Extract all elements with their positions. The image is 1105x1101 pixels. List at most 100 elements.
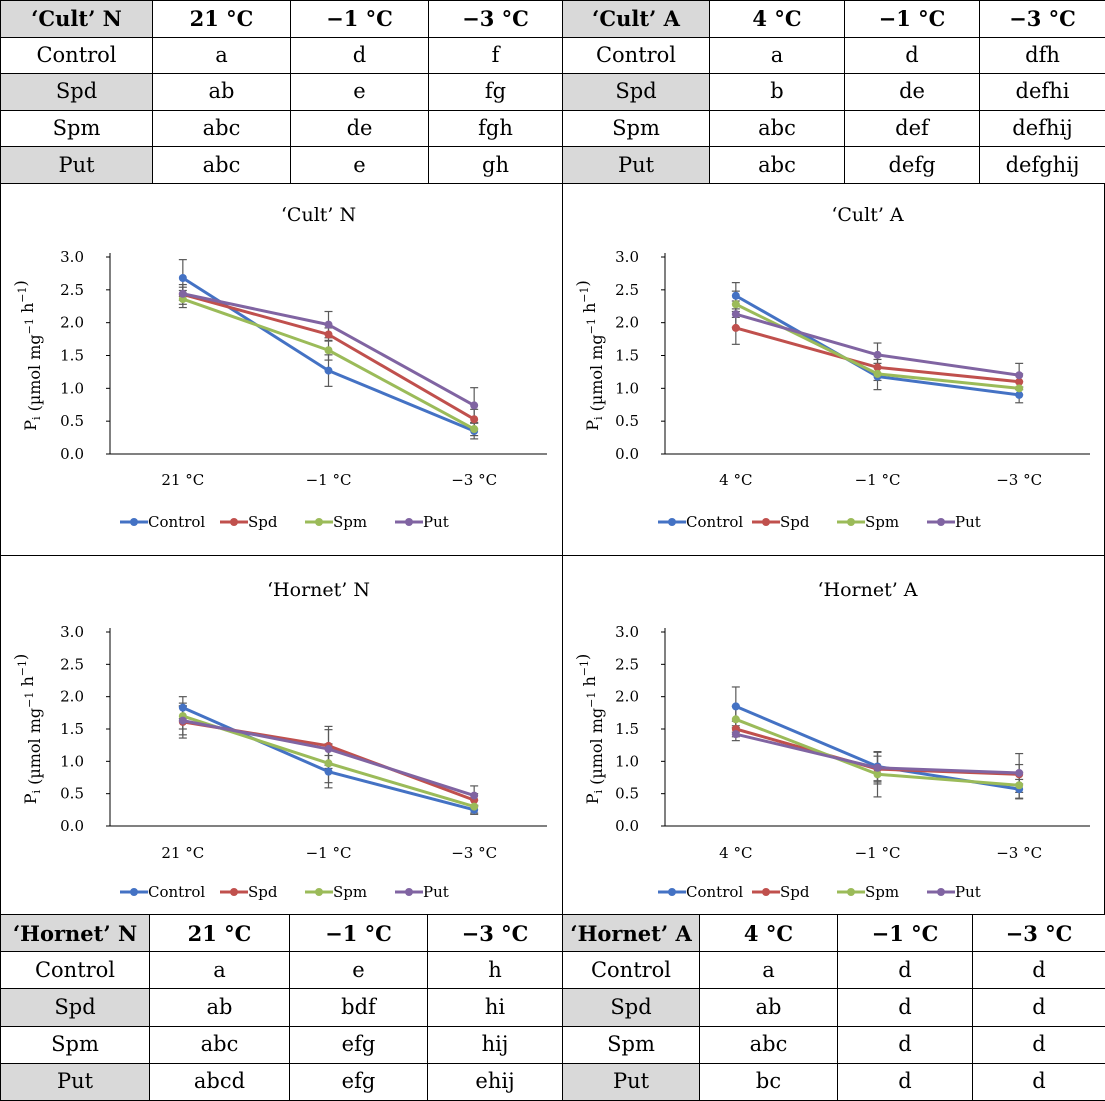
cultivar-label: ‘Cult’ N (0, 0, 153, 38)
x-tick-label: 4 °C (719, 844, 752, 862)
column-header: −3 °C (427, 913, 563, 953)
table-row: Put abc defg defghij (562, 146, 1105, 184)
data-point-spm (470, 425, 479, 434)
legend-label: Put (423, 513, 449, 531)
treatment-label: Put (0, 146, 153, 184)
y-tick-label: 1.5 (615, 347, 639, 365)
y-axis-label-part: h (18, 676, 37, 691)
y-tick-label: 1.5 (60, 347, 84, 365)
legend-label: Put (423, 883, 449, 901)
data-point-spm (324, 346, 333, 355)
legend-item: Control (658, 883, 743, 901)
significance-letters: abc (152, 109, 291, 148)
legend-swatch-marker (130, 518, 138, 526)
y-tick-label: 3.0 (615, 623, 639, 641)
chart-title: ‘Hornet’ A (817, 579, 917, 601)
data-point-spm (470, 802, 479, 811)
table-row: Spm abc def defhij (562, 109, 1105, 148)
significance-letters: defhij (979, 109, 1105, 148)
y-axis-label-part: i (30, 416, 43, 420)
table-row: Spm abc de fgh (0, 109, 563, 148)
significance-letters: de (844, 73, 980, 111)
column-header: −1 °C (844, 0, 980, 38)
legend-item: Control (658, 513, 743, 531)
significance-letters: fgh (428, 109, 563, 148)
legend-item: Spm (305, 513, 367, 531)
x-tick-label: 21 °C (161, 844, 204, 862)
x-tick-label: −3 °C (451, 844, 497, 862)
data-point-put (731, 310, 740, 319)
legend-label: Spm (865, 883, 899, 901)
data-point-spm (731, 300, 740, 309)
data-point-put (873, 763, 882, 772)
treatment-label: Control (0, 951, 150, 990)
legend-label: Control (148, 883, 205, 901)
y-tick-label: 2.5 (60, 655, 84, 673)
data-point-spm (324, 759, 333, 768)
significance-letters: a (699, 951, 838, 990)
cultivar-label: ‘Cult’ A (562, 0, 710, 38)
legend-item: Spd (220, 513, 278, 531)
legend-swatch-marker (668, 888, 676, 896)
treatment-label: Control (0, 36, 153, 75)
data-point-put (470, 791, 479, 800)
panel-border-left (0, 184, 1, 914)
table-row: Put bc d d (562, 1062, 1105, 1101)
data-point-spm (1015, 781, 1024, 790)
y-axis-label-part: (µmol mg (587, 334, 606, 416)
table-cult-n: ‘Cult’ N 21 °C −1 °C −3 °C Control a d f Spd ab e f… (0, 0, 563, 184)
x-tick-label: −1 °C (306, 471, 352, 489)
column-header: 21 °C (149, 913, 290, 953)
column-header: −3 °C (972, 913, 1105, 953)
significance-letters: abc (709, 146, 845, 184)
x-tick-label: −3 °C (996, 471, 1042, 489)
data-point-put (178, 289, 187, 298)
column-header: −3 °C (428, 0, 563, 38)
column-header: 21 °C (152, 0, 291, 38)
chart-title: ‘Hornet’ N (267, 579, 370, 601)
y-axis-label-part: −1 (585, 318, 598, 334)
legend-label: Spd (780, 883, 810, 901)
y-axis-label-part: (µmol mg (25, 334, 44, 416)
x-tick-label: −3 °C (451, 471, 497, 489)
panel-border-center (0, 555, 1105, 556)
y-axis-label: Pi (µmol mg−1 h−1) (573, 654, 606, 805)
table-row: Control a e h (0, 951, 563, 990)
y-tick-label: 0.5 (60, 785, 84, 803)
significance-letters: bc (699, 1062, 838, 1101)
significance-letters: abc (709, 109, 845, 148)
data-point-control (324, 366, 333, 375)
cultivar-label: ‘Hornet’ N (0, 913, 150, 953)
table-row: Put abcd efg ehij (0, 1062, 563, 1101)
table-header-row: ‘Hornet’ N 21 °C −1 °C −3 °C (0, 913, 563, 953)
table-row: Control a d dfh (562, 36, 1105, 75)
x-tick-label: 21 °C (161, 471, 204, 489)
significance-letters: d (972, 951, 1105, 990)
legend-swatch-marker (315, 518, 323, 526)
y-axis-label-part: −1 (585, 692, 598, 708)
y-tick-label: 2.0 (615, 688, 639, 706)
treatment-label: Spd (562, 73, 710, 111)
y-axis-label: Pi (µmol mg−1 h−1) (11, 654, 44, 805)
y-tick-label: 1.0 (615, 379, 639, 397)
y-tick-label: 3.0 (615, 248, 639, 266)
y-axis-label-part: (µmol mg (25, 708, 44, 790)
y-axis-label-part: −1 (23, 692, 36, 708)
y-tick-label: 0.0 (60, 817, 84, 835)
legend-label: Spd (248, 883, 278, 901)
y-axis-label-part: P (21, 793, 40, 804)
column-header: −1 °C (289, 913, 428, 953)
data-point-put (178, 716, 187, 725)
data-point-put (324, 745, 333, 754)
significance-letters: b (709, 73, 845, 111)
significance-letters: d (837, 1062, 973, 1101)
significance-letters: d (290, 36, 429, 75)
y-tick-label: 2.0 (60, 314, 84, 332)
significance-letters: def (844, 109, 980, 148)
legend-swatch-marker (847, 518, 855, 526)
chart-cult-n: ‘Cult’ NPi (µmol mg−1 h−1)0.00.51.01.52.… (11, 204, 547, 531)
y-tick-label: 2.0 (60, 688, 84, 706)
table-row: Spd ab bdf hi (0, 988, 563, 1027)
legend-label: Spm (865, 513, 899, 531)
x-tick-label: −3 °C (996, 844, 1042, 862)
